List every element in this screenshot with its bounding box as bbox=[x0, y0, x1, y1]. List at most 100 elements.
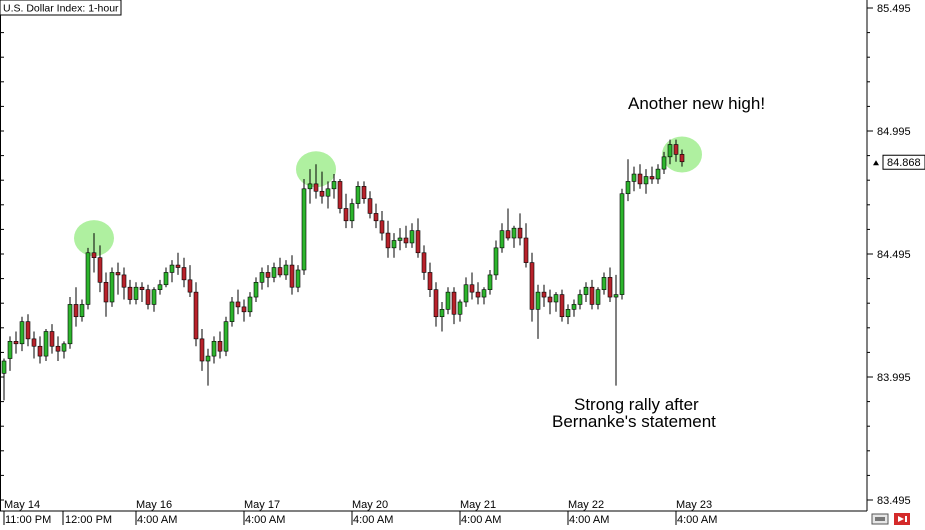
candle-body-73 bbox=[439, 309, 445, 318]
candle-body-96 bbox=[577, 294, 583, 305]
candle-body-88 bbox=[529, 262, 535, 310]
candle-body-103 bbox=[619, 193, 625, 295]
y-tick-label-4: 85.495 bbox=[877, 3, 911, 15]
candle-body-55 bbox=[331, 181, 337, 190]
candle-body-40 bbox=[241, 306, 247, 313]
candle-body-46 bbox=[277, 267, 283, 276]
annotation-rally-line-1: Strong rally after bbox=[574, 395, 699, 414]
candle-body-6 bbox=[37, 345, 43, 357]
candle-body-5 bbox=[31, 338, 37, 347]
candle-body-51 bbox=[307, 183, 313, 190]
scroll-icon-bar bbox=[875, 517, 885, 521]
candle-body-48 bbox=[289, 264, 295, 288]
candle-body-21 bbox=[127, 286, 133, 300]
y-tick-label-0: 83.495 bbox=[877, 495, 911, 507]
candle-body-32 bbox=[193, 291, 199, 340]
candle-body-66 bbox=[397, 237, 403, 241]
candle-body-106 bbox=[637, 173, 643, 185]
candle-body-33 bbox=[199, 338, 205, 362]
candle-body-68 bbox=[409, 230, 415, 244]
candle-body-7 bbox=[43, 331, 49, 357]
candle-body-2 bbox=[13, 341, 19, 345]
candle-body-38 bbox=[229, 301, 235, 322]
candle-body-112 bbox=[673, 144, 679, 155]
candle-body-34 bbox=[205, 355, 211, 362]
candle-body-37 bbox=[223, 321, 229, 352]
candle-body-76 bbox=[457, 301, 463, 315]
candle-body-9 bbox=[55, 345, 61, 352]
candle-body-22 bbox=[133, 286, 139, 300]
candle-body-105 bbox=[631, 173, 637, 182]
candle-body-102 bbox=[613, 294, 619, 298]
candle-body-16 bbox=[97, 257, 103, 283]
candle-body-10 bbox=[61, 343, 67, 352]
candle-body-82 bbox=[493, 247, 499, 276]
x-time-label-6: 4:00 AM bbox=[569, 514, 609, 525]
y-tick-label-2: 84.495 bbox=[877, 249, 911, 261]
x-time-label-7: 4:00 AM bbox=[677, 514, 717, 525]
candle-body-70 bbox=[421, 252, 427, 273]
chart-title: U.S. Dollar Index: 1-hour bbox=[3, 3, 119, 15]
candle-body-91 bbox=[547, 296, 553, 303]
candle-body-36 bbox=[217, 341, 223, 352]
candle-body-63 bbox=[379, 220, 385, 234]
candle-body-104 bbox=[625, 181, 631, 195]
candle-body-28 bbox=[169, 264, 175, 273]
chart-title-box bbox=[0, 0, 122, 16]
candle-body-71 bbox=[427, 272, 433, 290]
candle-body-60 bbox=[361, 186, 367, 199]
candle-body-29 bbox=[175, 264, 181, 268]
candle-body-65 bbox=[391, 240, 397, 249]
candle-body-23 bbox=[139, 286, 145, 290]
candle-body-47 bbox=[283, 264, 289, 276]
candle-body-81 bbox=[487, 274, 493, 290]
candle-body-30 bbox=[181, 267, 187, 281]
candle-body-13 bbox=[79, 304, 85, 318]
candle-body-110 bbox=[661, 156, 667, 170]
candle-group bbox=[1, 139, 685, 401]
candle-body-85 bbox=[511, 227, 517, 239]
current-price-box bbox=[882, 154, 925, 170]
candle-body-3 bbox=[19, 321, 25, 345]
x-date-label-4: May 21 bbox=[460, 499, 496, 511]
candle-body-98 bbox=[589, 286, 595, 305]
scroll-icon[interactable] bbox=[871, 513, 889, 525]
candle-body-80 bbox=[481, 289, 487, 298]
candle-body-58 bbox=[349, 203, 355, 222]
candle-body-100 bbox=[601, 277, 607, 290]
candle-body-79 bbox=[475, 291, 481, 298]
x-time-label-3: 4:00 AM bbox=[245, 514, 285, 525]
candle-body-72 bbox=[433, 289, 439, 318]
x-time-label-5: 4:00 AM bbox=[461, 514, 501, 525]
candle-body-42 bbox=[253, 281, 259, 298]
candle-body-24 bbox=[145, 289, 151, 305]
x-date-label-0: May 14 bbox=[4, 499, 40, 511]
candle-body-108 bbox=[649, 176, 655, 180]
candle-body-87 bbox=[523, 237, 529, 263]
candle-body-59 bbox=[355, 186, 361, 204]
candle-body-18 bbox=[109, 272, 115, 303]
candle-body-49 bbox=[295, 269, 301, 288]
y-tick-label-1: 83.995 bbox=[877, 372, 911, 384]
x-date-label-3: May 20 bbox=[352, 499, 388, 511]
candle-body-69 bbox=[415, 230, 421, 254]
x-time-label-4: 4:00 AM bbox=[353, 514, 393, 525]
candle-body-56 bbox=[337, 181, 343, 209]
candle-body-50 bbox=[301, 188, 307, 271]
candle-body-53 bbox=[319, 190, 325, 197]
candle-body-78 bbox=[469, 284, 475, 293]
candle-body-14 bbox=[85, 252, 91, 305]
candle-body-113 bbox=[679, 154, 685, 163]
candle-body-90 bbox=[541, 291, 547, 298]
exit-icon-arrow bbox=[898, 516, 904, 522]
candle-body-4 bbox=[25, 321, 31, 340]
candle-body-64 bbox=[385, 232, 391, 249]
candle-body-11 bbox=[67, 304, 73, 345]
exit-icon[interactable] bbox=[894, 513, 910, 525]
candle-body-97 bbox=[583, 286, 589, 295]
candle-body-41 bbox=[247, 296, 253, 313]
y-axis: 83.495 83.995 84.495 84.995 85.495 bbox=[0, 3, 911, 507]
x-date-label-2: May 17 bbox=[244, 499, 280, 511]
